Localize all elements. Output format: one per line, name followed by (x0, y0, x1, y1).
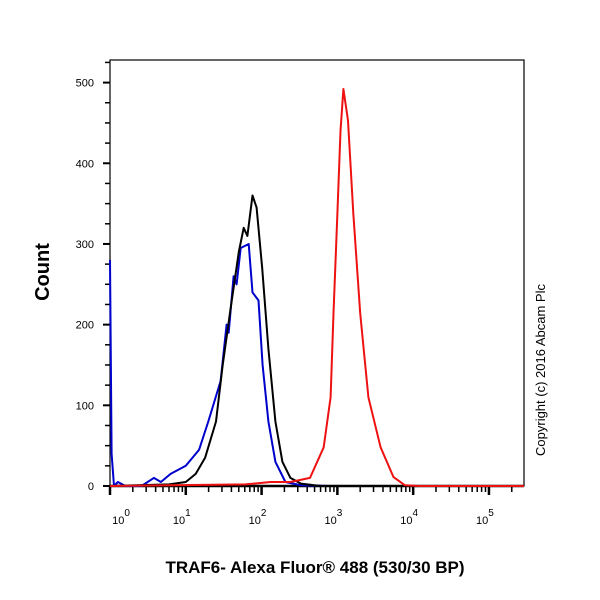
x-tick-label: 105 (476, 508, 494, 527)
y-tick-label: 300 (76, 239, 94, 251)
x-tick-exponent: 3 (337, 508, 343, 519)
x-tick-base: 10 (173, 515, 185, 527)
x-tick-base: 10 (400, 515, 412, 527)
x-tick-base: 10 (112, 515, 124, 527)
x-tick-base: 10 (476, 515, 488, 527)
x-axis-label: TRAF6- Alexa Fluor® 488 (530/30 BP) (165, 558, 464, 577)
y-tick-label: 0 (88, 481, 94, 493)
y-tick-label: 200 (76, 320, 94, 332)
x-tick-label: 101 (173, 508, 191, 527)
y-tick-label: 500 (76, 78, 94, 90)
copyright-annotation: Copyright (c) 2016 Abcam Plc (533, 284, 548, 456)
x-tick-label: 104 (400, 508, 418, 527)
x-tick-exponent: 5 (488, 508, 494, 519)
x-tick-exponent: 4 (413, 508, 419, 519)
plot-frame (109, 59, 525, 487)
y-axis: 0 100 200 300 400 500 (76, 61, 110, 493)
x-tick-exponent: 2 (261, 508, 267, 519)
y-tick-label: 100 (76, 400, 94, 412)
series-line-2 (109, 88, 524, 487)
series-line-1 (109, 194, 524, 487)
x-tick-base: 10 (324, 515, 336, 527)
x-tick-exponent: 0 (124, 508, 130, 519)
x-tick-label: 103 (324, 508, 342, 527)
x-tick-exponent: 1 (185, 508, 191, 519)
series-line-0 (109, 243, 524, 487)
x-tick-label: 100 (112, 508, 130, 527)
series-group (109, 88, 524, 487)
x-tick-label: 102 (249, 508, 267, 527)
x-tick-base: 10 (249, 515, 261, 527)
y-tick-label: 400 (76, 158, 94, 170)
y-axis-label: Count (32, 243, 54, 301)
